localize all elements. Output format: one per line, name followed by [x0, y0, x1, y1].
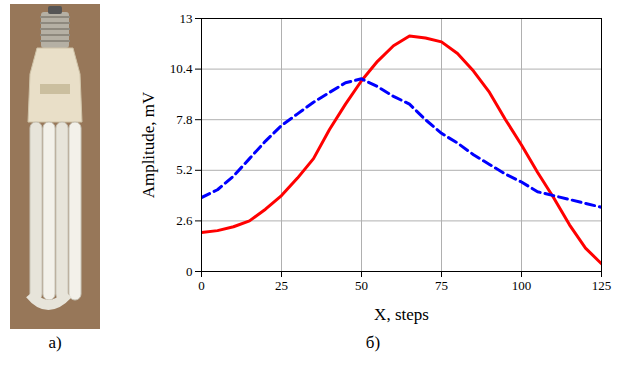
html-text:а): а) [48, 333, 62, 352]
svg-text:75: 75 [435, 278, 448, 293]
svg-text:X, steps: X, steps [374, 305, 429, 324]
svg-text:0: 0 [186, 264, 193, 279]
svg-text:2.6: 2.6 [176, 213, 193, 228]
svg-text:Amplitude, mV: Amplitude, mV [139, 91, 158, 198]
svg-text:125: 125 [592, 278, 612, 293]
svg-text:25: 25 [275, 278, 288, 293]
svg-text:0: 0 [198, 278, 205, 293]
svg-text:10.4: 10.4 [170, 61, 193, 76]
html-text:б): б) [365, 333, 381, 352]
svg-text:13: 13 [180, 11, 193, 26]
svg-text:50: 50 [355, 278, 368, 293]
svg-text:5.2: 5.2 [176, 162, 192, 177]
svg-text:100: 100 [512, 278, 532, 293]
svg-text:7.8: 7.8 [176, 112, 192, 127]
